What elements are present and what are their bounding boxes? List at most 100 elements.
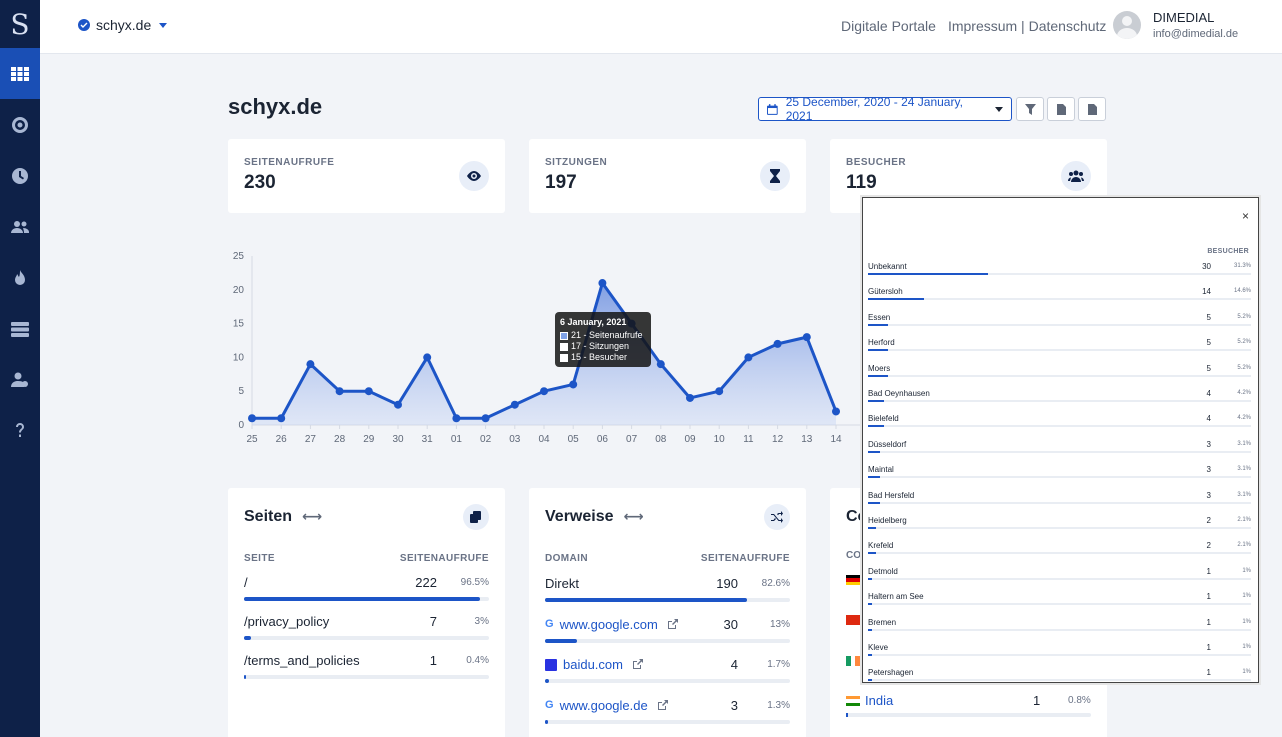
link-impressum[interactable]: Impressum | Datenschutz <box>947 18 1107 34</box>
list-item[interactable]: Essen 5 5.2% <box>868 313 1251 337</box>
expand-icon[interactable]: ⟷ <box>623 508 644 524</box>
data-point[interactable] <box>569 380 578 389</box>
city-name: Bielefeld <box>868 414 899 424</box>
list-item[interactable]: Bad Oeynhausen 4 4.2% <box>868 389 1251 413</box>
row-percent: 0.4% <box>466 655 489 666</box>
date-range-label: 25 December, 2020 - 24 January, 2021 <box>785 95 963 123</box>
list-item[interactable]: Moers 5 5.2% <box>868 364 1251 388</box>
row-value: 3 <box>730 697 738 713</box>
list-item[interactable]: Maintal 3 3.1% <box>868 465 1251 489</box>
list-item[interactable]: Gütersloh 14 14.6% <box>868 287 1251 311</box>
table-row[interactable]: /terms_and_policies 1 0.4% <box>244 653 489 693</box>
data-point[interactable] <box>598 279 607 288</box>
nav-help[interactable] <box>0 405 40 456</box>
list-item[interactable]: Düsseldorf 3 3.1% <box>868 440 1251 464</box>
list-item[interactable]: Herford 5 5.2% <box>868 338 1251 362</box>
progress-fill <box>545 638 577 643</box>
y-tick-label: 25 <box>233 251 245 262</box>
city-value: 1 <box>1206 592 1211 602</box>
progress-track <box>868 400 1251 402</box>
list-item[interactable]: Bad Hersfeld 3 3.1% <box>868 491 1251 515</box>
panel-title-text: Seiten <box>244 508 293 525</box>
nav-goals[interactable] <box>0 99 40 150</box>
export-csv-button[interactable] <box>1047 97 1075 121</box>
user-email: info@dimedial.de <box>1153 28 1239 40</box>
copy-icon[interactable] <box>463 504 489 530</box>
y-tick-label: 0 <box>238 420 244 431</box>
link-digitale-portale[interactable]: Digitale Portale <box>841 18 936 34</box>
city-name: Bad Hersfeld <box>868 490 915 500</box>
x-tick-label: 27 <box>305 434 317 445</box>
export-pdf-button[interactable] <box>1078 97 1106 121</box>
external-link-icon[interactable] <box>629 657 643 672</box>
data-point[interactable] <box>715 387 724 396</box>
data-point[interactable] <box>423 353 432 362</box>
data-point[interactable] <box>481 414 490 423</box>
data-point[interactable] <box>277 414 286 423</box>
data-point[interactable] <box>686 393 694 402</box>
data-point[interactable] <box>656 360 665 369</box>
expand-icon[interactable]: ⟷ <box>302 508 323 524</box>
nav-dashboard[interactable] <box>0 48 40 99</box>
country-name[interactable]: India <box>865 693 894 708</box>
data-point[interactable] <box>802 333 811 342</box>
col-header-right: SEITENAUFRUFE <box>399 553 489 564</box>
data-point[interactable] <box>832 407 840 416</box>
user-menu[interactable]: DIMEDIAL info@dimedial.de <box>1113 10 1238 40</box>
data-point[interactable] <box>248 414 256 423</box>
data-point[interactable] <box>364 387 373 396</box>
row-label: www.google.com <box>559 616 658 632</box>
table-row[interactable]: / 222 96.5% <box>244 575 489 615</box>
data-point[interactable] <box>744 353 753 362</box>
list-item[interactable]: Bremen 1 1% <box>868 618 1251 642</box>
progress-fill <box>868 374 888 377</box>
close-icon[interactable]: × <box>1241 209 1249 223</box>
external-link-icon[interactable] <box>664 617 678 632</box>
site-selector[interactable]: schyx.de <box>78 17 168 33</box>
list-item[interactable]: Krefeld 2 2.1% <box>868 541 1251 565</box>
data-point[interactable] <box>510 400 519 409</box>
external-link-icon[interactable] <box>654 698 668 713</box>
table-row[interactable]: Direkt 190 82.6% <box>545 576 790 616</box>
nav-sites[interactable] <box>0 303 40 354</box>
data-point[interactable] <box>306 360 315 369</box>
nav-realtime[interactable] <box>0 150 40 201</box>
city-percent: 3.1% <box>1237 466 1251 473</box>
data-point[interactable] <box>335 387 344 396</box>
chart-tooltip: 6 January, 2021 21 - Seitenaufrufe 17 - … <box>555 312 651 367</box>
shuffle-icon[interactable] <box>764 504 790 530</box>
progress-track <box>868 298 1251 301</box>
col-header-left: CO <box>846 550 861 561</box>
list-item[interactable]: Detmold 1 1% <box>868 567 1251 591</box>
nav-heatmap[interactable] <box>0 252 40 303</box>
list-item[interactable]: Petershagen 1 1% <box>868 668 1251 692</box>
list-item[interactable]: Heidelberg 2 2.1% <box>868 516 1251 540</box>
list-item[interactable]: Kleve 1 1% <box>868 643 1251 667</box>
table-row[interactable]: baidu.com 4 1.7% <box>545 657 790 697</box>
app-logo[interactable]: S <box>10 7 30 41</box>
filter-button[interactable] <box>1016 97 1044 121</box>
users-icon <box>11 220 29 233</box>
list-item[interactable]: Unbekannt 30 31.3% <box>868 262 1251 286</box>
data-point[interactable] <box>394 400 402 409</box>
progress-track <box>868 527 1251 529</box>
progress-track <box>545 638 790 643</box>
progress-track <box>244 597 489 601</box>
list-item[interactable]: Haltern am See 1 1% <box>868 592 1251 616</box>
pdf-icon <box>1087 103 1097 115</box>
data-point[interactable] <box>773 339 782 348</box>
row-name[interactable]: baidu.com <box>545 657 643 672</box>
data-point[interactable] <box>452 414 461 423</box>
nav-account[interactable] <box>0 354 40 405</box>
data-point[interactable] <box>540 387 548 396</box>
progress-fill <box>868 476 880 479</box>
nav-visitors[interactable] <box>0 201 40 252</box>
list-item[interactable]: Bielefeld 4 4.2% <box>868 414 1251 438</box>
date-range-picker[interactable]: 25 December, 2020 - 24 January, 2021 <box>758 95 1012 123</box>
progress-track <box>868 603 1251 606</box>
table-row[interactable]: /privacy_policy 7 3% <box>244 614 489 654</box>
